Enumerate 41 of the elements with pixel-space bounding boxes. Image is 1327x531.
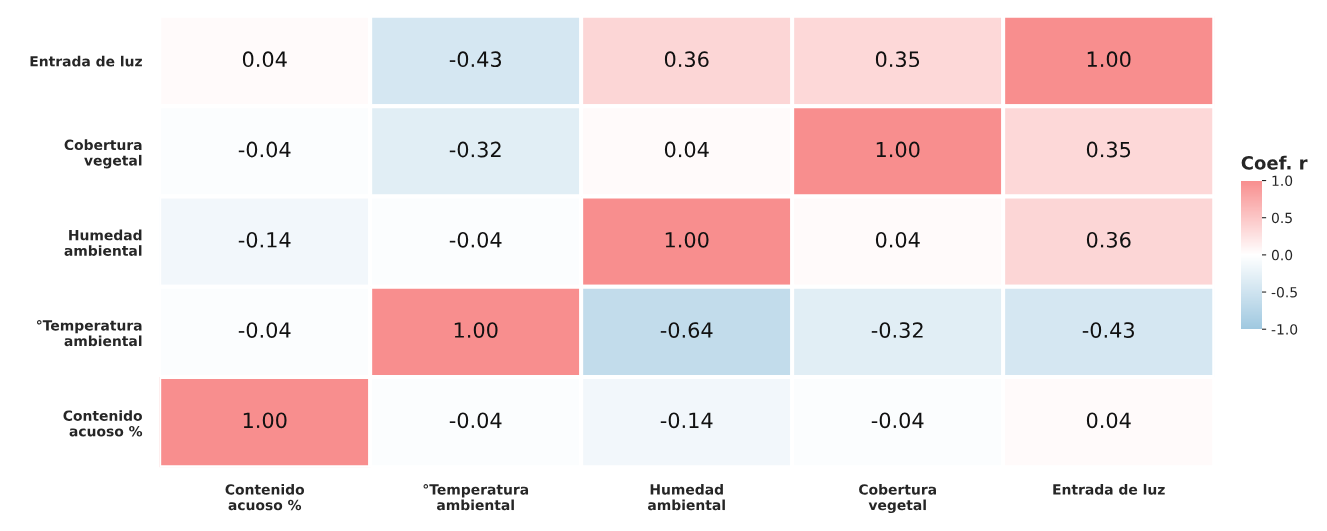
data-label: -0.04 — [449, 231, 502, 248]
data-label: -0.32 — [449, 141, 501, 158]
data-label: 1.00 — [243, 412, 287, 429]
data-label: -0.04 — [238, 322, 291, 338]
data-label: 0.04 — [242, 51, 287, 68]
color-bar-title: Coef. r — [1241, 155, 1308, 170]
data-label: -0.43 — [1082, 322, 1134, 338]
data-label: -0.64 — [660, 322, 713, 338]
data-label: 1.00 — [1087, 51, 1131, 68]
data-label: 0.35 — [875, 51, 920, 68]
y-tick-label: Cobertura vegetal — [64, 139, 142, 169]
x-tick-label: Humedad ambiental — [648, 483, 725, 511]
data-label: 0.36 — [664, 51, 709, 68]
color-bar-label: 0.5 — [1271, 212, 1292, 224]
data-label: 1.00 — [665, 231, 709, 248]
data-label: 0.04 — [664, 141, 709, 158]
x-tick-label: Contenido acuoso % — [225, 483, 305, 511]
color-bar-label: 0.0 — [1271, 249, 1293, 261]
x-tick-label: Cobertura vegetal — [859, 483, 936, 514]
data-label: -0.04 — [871, 412, 924, 429]
data-label: 0.35 — [1086, 141, 1131, 158]
y-tick-label: Entrada de luz — [30, 55, 142, 67]
color-bar-label: -1.0 — [1271, 324, 1298, 335]
data-label: 0.04 — [1086, 412, 1131, 429]
color-bar-label: 1.0 — [1272, 175, 1293, 187]
y-tick-label: Humedad ambiental — [64, 229, 142, 256]
color-bar-label: -0.5 — [1271, 287, 1297, 298]
data-label: -0.32 — [871, 322, 923, 338]
data-label: 1.00 — [454, 322, 498, 338]
data-label: 0.04 — [875, 231, 920, 248]
x-tick-label: °Temperatura ambiental — [423, 484, 529, 511]
data-label: -0.14 — [238, 231, 291, 248]
data-label: -0.14 — [660, 412, 713, 429]
data-label: -0.04 — [449, 412, 502, 429]
data-label: -0.04 — [238, 141, 291, 158]
data-label: -0.43 — [449, 51, 502, 68]
y-tick-label: °Temperatura ambiental — [36, 320, 142, 347]
y-tick-label: Contenido acuoso % — [63, 410, 143, 437]
data-label: 1.00 — [876, 141, 920, 158]
x-tick-label: Entrada de luz — [1053, 483, 1165, 495]
data-label: 0.36 — [1086, 231, 1131, 248]
